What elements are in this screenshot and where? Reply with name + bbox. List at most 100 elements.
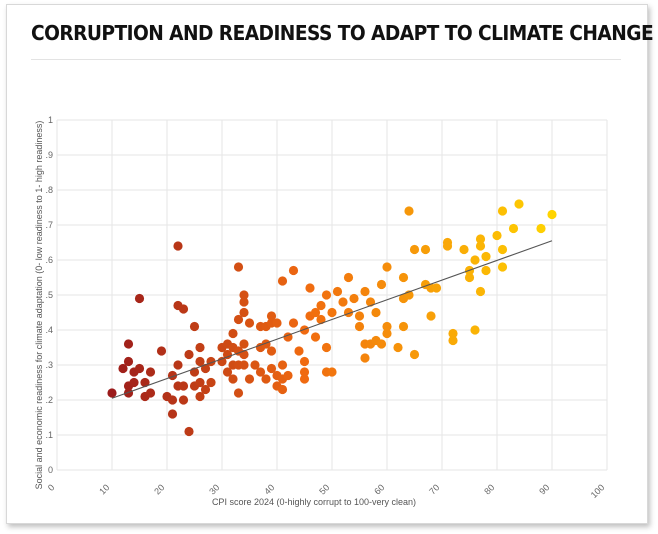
data-point (255, 367, 266, 377)
data-point (233, 388, 244, 398)
data-point (393, 342, 403, 353)
y-tick-label: 0 (48, 465, 53, 475)
data-point (244, 374, 255, 384)
data-point (156, 346, 167, 356)
data-point (299, 325, 310, 335)
data-point (448, 328, 458, 339)
data-point (316, 314, 326, 325)
data-point (376, 279, 387, 290)
data-point (134, 363, 145, 374)
data-point (299, 356, 310, 367)
data-point (398, 272, 409, 283)
x-tick-label: 60 (372, 482, 386, 496)
data-point (145, 388, 156, 398)
data-point (321, 290, 332, 300)
data-point (459, 244, 469, 255)
y-tick-label: 1 (48, 115, 53, 125)
data-point (382, 321, 392, 332)
data-point (409, 349, 420, 360)
data-point (123, 388, 134, 398)
x-tick-label: 20 (152, 482, 166, 496)
data-point (481, 265, 491, 276)
data-point (288, 318, 299, 328)
data-point (470, 325, 480, 335)
data-point (239, 360, 249, 370)
data-point (316, 300, 326, 311)
data-point (184, 426, 194, 437)
chart-frame: CORRUPTION AND READINESS TO ADAPT TO CLI… (6, 4, 654, 524)
data-point (277, 360, 288, 370)
grid-lines (56, 119, 608, 471)
data-point (404, 206, 414, 216)
data-point (349, 293, 359, 304)
data-point (261, 339, 271, 349)
data-point (299, 367, 310, 377)
data-point (470, 255, 480, 265)
data-points (107, 199, 557, 437)
data-point (233, 314, 244, 325)
data-point (310, 332, 321, 342)
data-point (233, 262, 244, 272)
data-point (189, 321, 200, 332)
data-point (481, 251, 491, 262)
chart-title: CORRUPTION AND READINESS TO ADAPT TO CLI… (31, 21, 654, 45)
data-point (508, 223, 519, 234)
data-point (332, 286, 343, 297)
data-point (244, 318, 255, 328)
data-point (277, 276, 288, 286)
data-point (338, 297, 348, 307)
data-point (354, 311, 365, 321)
data-point (514, 199, 524, 209)
data-point (327, 307, 337, 318)
data-point (360, 353, 370, 363)
data-point (294, 346, 304, 356)
data-point (409, 244, 420, 255)
data-point (398, 321, 409, 332)
data-point (266, 346, 277, 356)
y-tick-label: .3 (45, 360, 53, 370)
data-point (360, 286, 370, 297)
data-point (250, 360, 260, 370)
trendline (111, 240, 553, 399)
data-point (420, 244, 431, 255)
data-point (239, 297, 249, 307)
data-point (321, 342, 332, 353)
y-axis-ticks: 0 .1 .2 .3 .4 .5 .6 .7 .8 .9 1 (45, 115, 53, 475)
data-point (206, 377, 216, 388)
data-point (382, 328, 392, 339)
data-point (492, 230, 502, 241)
data-point (448, 335, 458, 346)
x-tick-label: 80 (482, 482, 496, 496)
data-point (129, 377, 139, 388)
data-point (536, 223, 546, 234)
data-point (305, 283, 315, 293)
data-point (382, 262, 392, 272)
data-point (497, 244, 508, 255)
data-point (195, 342, 205, 353)
y-tick-label: .7 (45, 220, 53, 230)
data-point (299, 374, 310, 384)
y-tick-label: .9 (45, 150, 53, 160)
data-point (239, 339, 249, 349)
data-point (266, 311, 277, 321)
data-point (288, 265, 299, 276)
data-point (442, 241, 453, 251)
data-point (497, 206, 508, 216)
data-point (123, 356, 134, 367)
data-point (123, 339, 134, 349)
x-axis-label: CPI score 2024 (0-highly corrupt to 100-… (212, 497, 416, 507)
data-point (118, 363, 128, 374)
data-point (178, 304, 189, 314)
data-point (354, 321, 365, 332)
data-point (239, 290, 249, 300)
data-point (200, 363, 211, 374)
data-point (475, 286, 486, 297)
data-point (239, 307, 249, 318)
data-point (261, 374, 271, 384)
y-tick-label: .8 (45, 185, 53, 195)
data-point (547, 209, 557, 220)
data-point (497, 262, 508, 272)
title-divider (31, 59, 621, 60)
data-point (277, 384, 288, 395)
